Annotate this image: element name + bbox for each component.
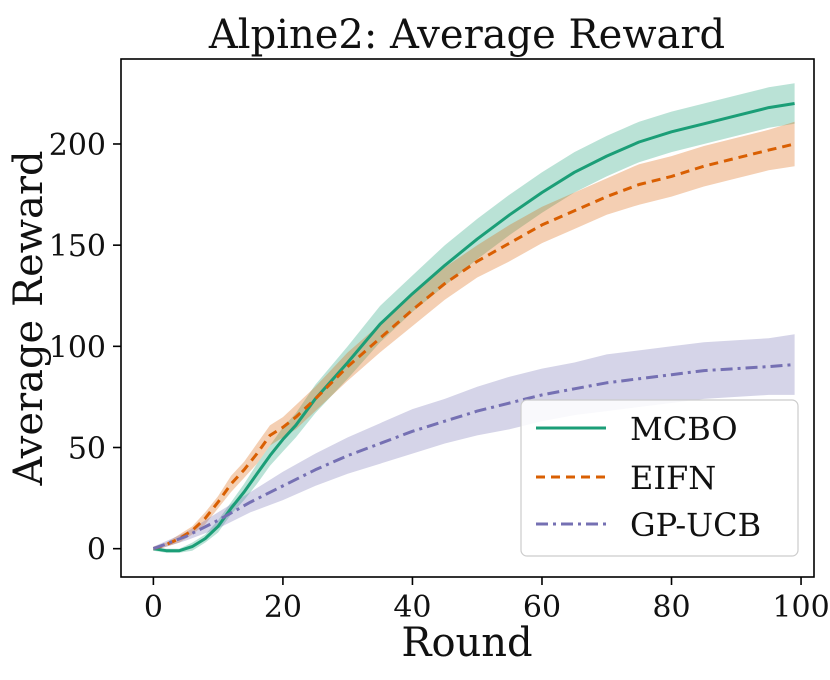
x-tick-label: 20	[264, 590, 302, 625]
band-eifn	[153, 121, 795, 551]
x-tick-label: 100	[772, 590, 829, 625]
y-tick-label: 0	[87, 533, 106, 568]
plot-frame	[120, 58, 815, 578]
x-tick-label: 60	[523, 590, 561, 625]
band-gp-ucb	[153, 334, 795, 551]
legend-label-mcbo: MCBO	[630, 410, 738, 448]
legend-label-eifn: EIFN	[630, 459, 716, 497]
x-tick-label: 80	[652, 590, 690, 625]
x-axis-ticks: 0 20 40 60 80 100	[144, 577, 830, 625]
y-tick-label: 150	[49, 229, 106, 264]
legend-box	[520, 399, 799, 557]
legend-label-gp-ucb: GP-UCB	[630, 506, 761, 544]
x-tick-label: 40	[393, 590, 431, 625]
y-axis-label: Average Reward	[6, 150, 52, 486]
band-mcbo	[153, 83, 795, 553]
series-line-eifn	[152, 142, 795, 551]
x-tick-label: 0	[144, 590, 163, 625]
series-line-gp-ucb	[152, 363, 795, 551]
x-axis-label: Round	[401, 620, 532, 666]
confidence-bands	[153, 83, 795, 553]
y-tick-label: 200	[49, 128, 106, 163]
series-lines	[152, 102, 795, 553]
series-line-mcbo	[153, 102, 795, 553]
y-axis-ticks: 0 50 100 150 200	[49, 128, 121, 568]
chart-title: Alpine2: Average Reward	[208, 12, 725, 58]
y-tick-label: 50	[68, 432, 106, 467]
legend: MCBO EIFN GP-UCB	[520, 399, 799, 557]
y-tick-label: 100	[49, 330, 106, 365]
